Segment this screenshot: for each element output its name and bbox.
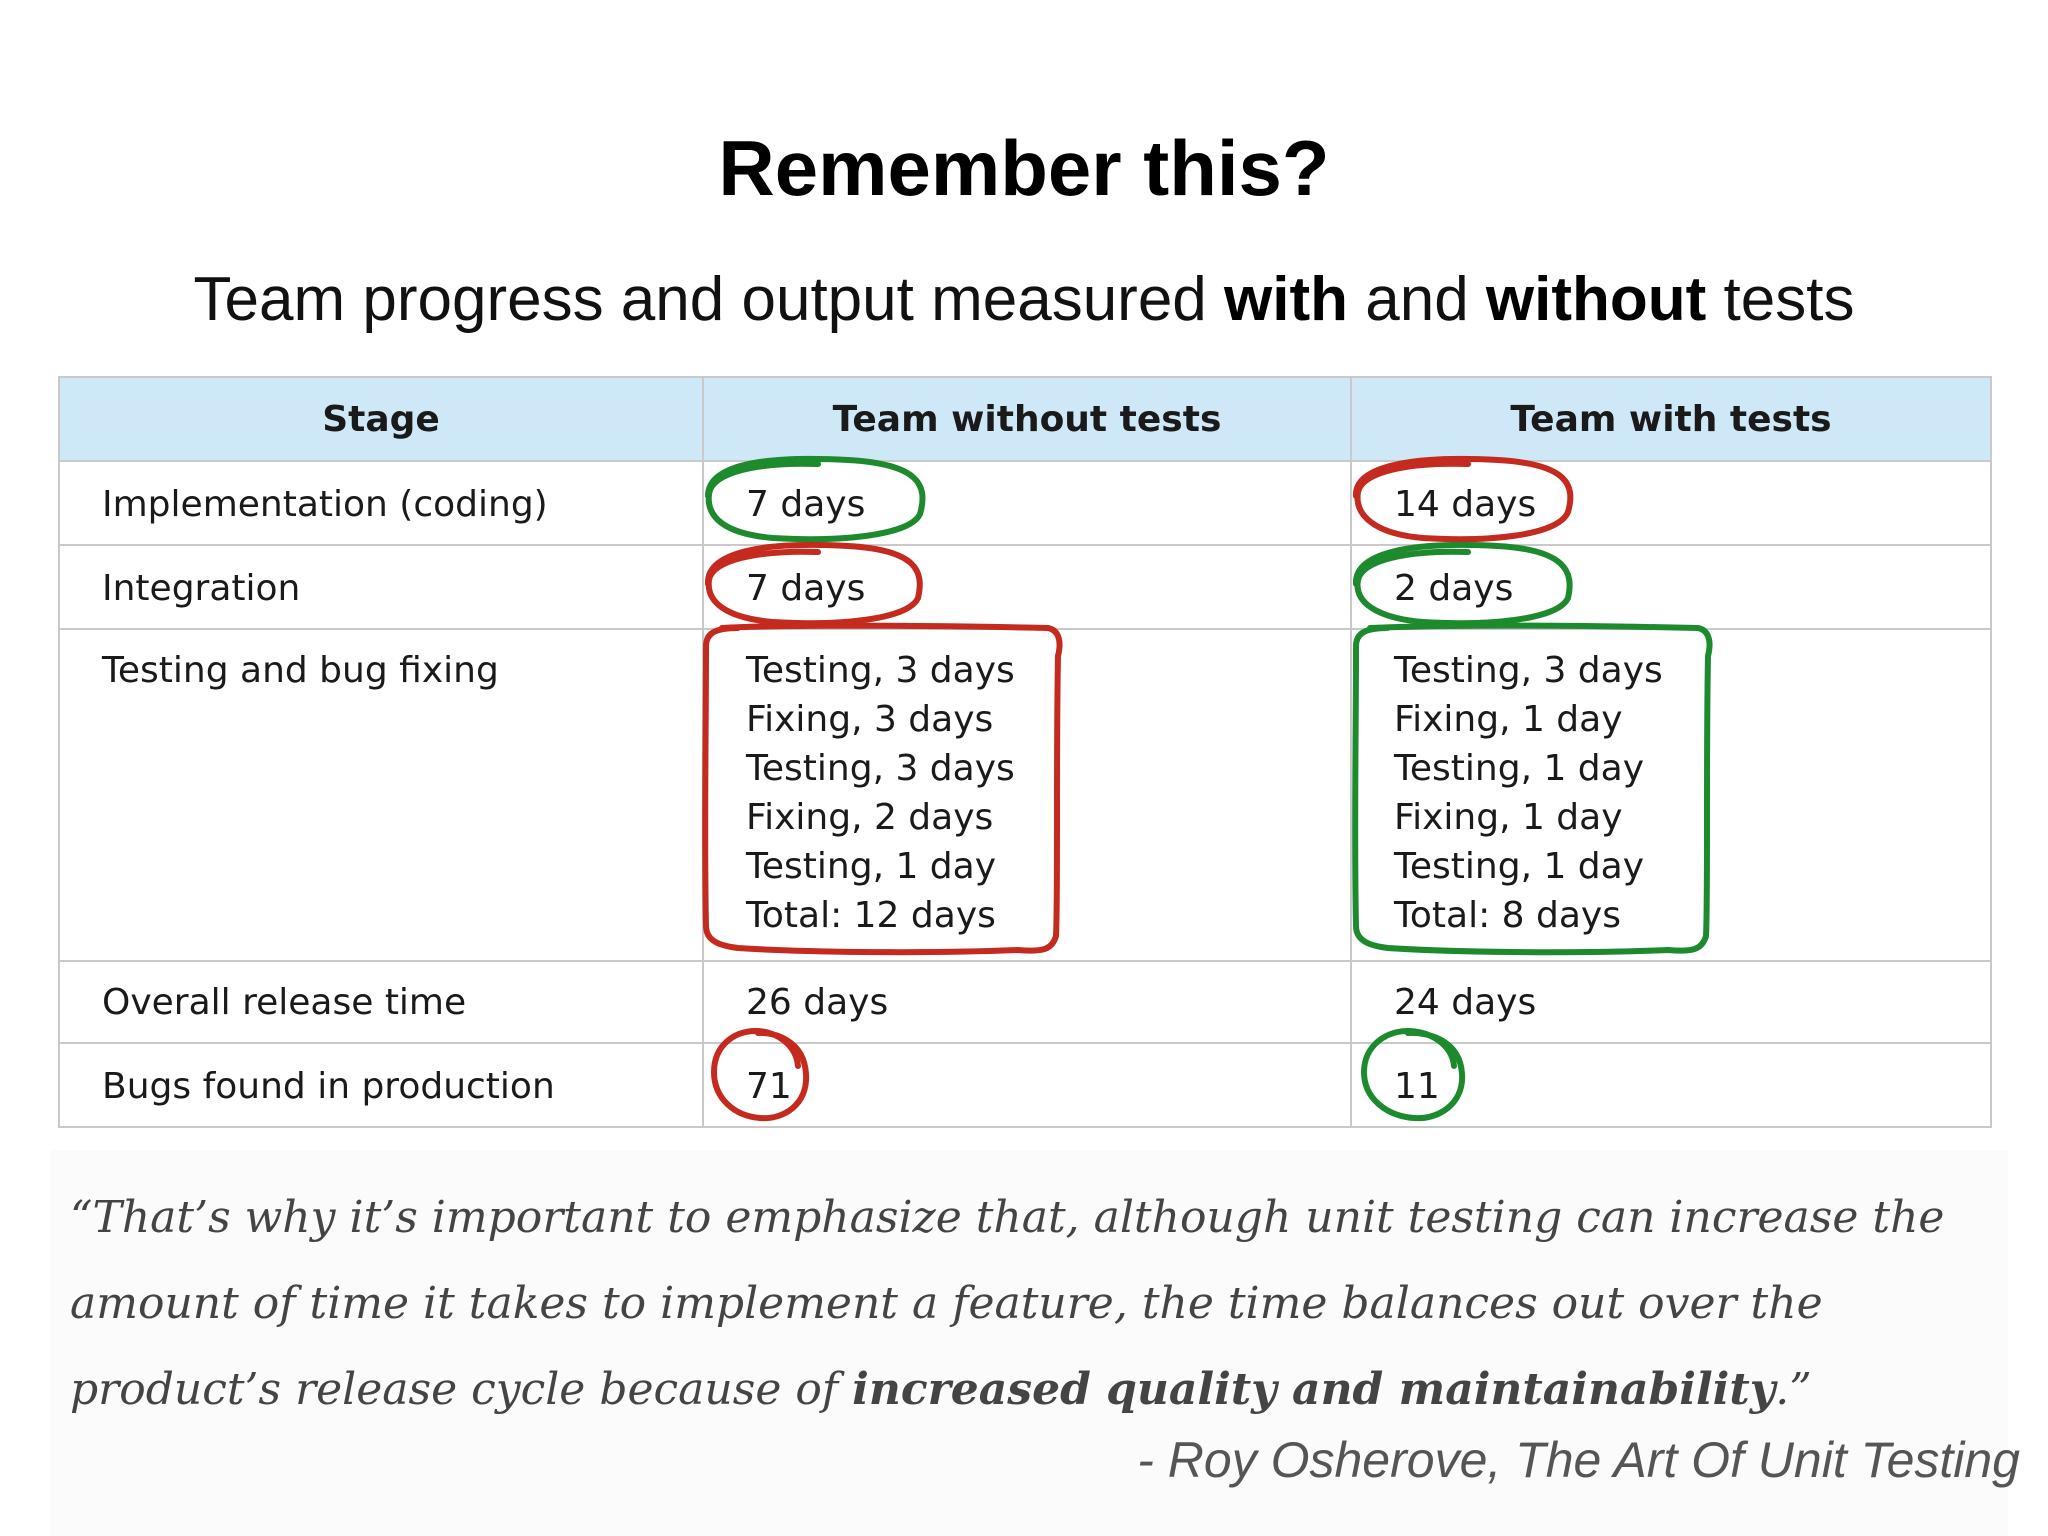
quote-emphasis: increased quality and maintainability [852, 1364, 1776, 1415]
with-tests-cell: 24 days [1350, 960, 1992, 1044]
subtitle-part-2: and [1348, 265, 1486, 334]
stage-cell: Testing and bug fixing [58, 628, 704, 962]
quote-attribution: - Roy Osherove, The Art Of Unit Testing [1137, 1432, 2020, 1488]
header-team-without-tests: Team without tests [702, 376, 1352, 462]
without-tests-cell: 7 days [702, 460, 1352, 546]
cell-line: 14 days [1394, 484, 1537, 525]
subtitle-bold-without: without [1485, 265, 1707, 334]
slide-title: Remember this? [718, 124, 1330, 212]
cell-line: Testing, 3 days [746, 748, 1015, 789]
cell-line: Testing, 1 day [1394, 846, 1645, 887]
cell-line: Total: 8 days [1394, 895, 1621, 936]
cell-line: Testing, 1 day [1394, 748, 1645, 789]
comparison-table: Stage Team without tests Team with tests… [58, 376, 1992, 1128]
table-header-row: Stage Team without tests Team with tests [58, 376, 1992, 462]
with-tests-cell: 11 [1350, 1042, 1992, 1128]
without-tests-cell: 7 days [702, 544, 1352, 630]
header-team-with-tests: Team with tests [1350, 376, 1992, 462]
table-row: Integration 7 days 2 days [58, 544, 1992, 630]
cell-line: Testing, 3 days [746, 650, 1015, 691]
stage-cell: Overall release time [58, 960, 704, 1044]
table-row: Overall release time 26 days 24 days [58, 960, 1992, 1044]
stage-cell: Bugs found in production [58, 1042, 704, 1128]
cell-line: 2 days [1394, 568, 1514, 609]
cell-line: 7 days [746, 484, 866, 525]
quote-block: “That’s why it’s important to emphasize … [50, 1150, 2008, 1536]
stage-cell: Integration [58, 544, 704, 630]
cell-line: Total: 12 days [746, 895, 996, 936]
cell-line: Testing, 3 days [1394, 650, 1663, 691]
table-row: Bugs found in production 71 11 [58, 1042, 1992, 1128]
quote-close: .” [1775, 1364, 1812, 1415]
header-stage: Stage [58, 376, 704, 462]
with-tests-cell: 14 days [1350, 460, 1992, 546]
subtitle-part-1: Team progress and output measured [193, 265, 1225, 334]
table-row: Testing and bug fixing Testing, 3 days F… [58, 628, 1992, 962]
subtitle-bold-with: with [1224, 265, 1348, 334]
cell-line: Fixing, 3 days [746, 699, 994, 740]
with-tests-cell: Testing, 3 days Fixing, 1 day Testing, 1… [1350, 628, 1992, 962]
cell-line: 26 days [746, 982, 889, 1023]
quote-text: “That’s why it’s important to emphasize … [70, 1175, 2000, 1433]
quote-body: “That’s why it’s important to emphasize … [70, 1192, 1945, 1415]
with-tests-cell: 2 days [1350, 544, 1992, 630]
without-tests-cell: Testing, 3 days Fixing, 3 days Testing, … [702, 628, 1352, 962]
cell-line: 7 days [746, 568, 866, 609]
comparison-table-container: Stage Team without tests Team with tests… [58, 376, 1992, 1128]
without-tests-cell: 26 days [702, 960, 1352, 1044]
cell-line: Fixing, 2 days [746, 797, 994, 838]
slide-subtitle: Team progress and output measured with a… [0, 258, 2048, 342]
cell-line: Fixing, 1 day [1394, 797, 1623, 838]
stage-cell: Implementation (coding) [58, 460, 704, 546]
cell-line: 71 [746, 1066, 792, 1107]
without-tests-cell: 71 [702, 1042, 1352, 1128]
table-row: Implementation (coding) 7 days 14 days [58, 460, 1992, 546]
subtitle-part-3: tests [1706, 265, 1855, 334]
cell-line: 11 [1394, 1066, 1440, 1107]
cell-line: Fixing, 1 day [1394, 699, 1623, 740]
cell-line: Testing, 1 day [746, 846, 997, 887]
cell-line: 24 days [1394, 982, 1537, 1023]
